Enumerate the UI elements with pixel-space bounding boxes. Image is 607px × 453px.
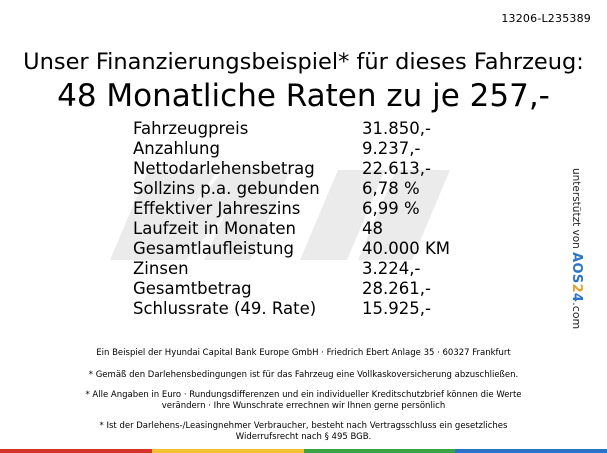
finance-row: Schlussrate (49. Rate) 15.925,- [133,299,450,319]
finance-row: Anzahlung 9.237,- [133,139,450,159]
finance-row-label: Gesamtlaufleistung [133,239,294,258]
finance-row-value: 15.925,- [362,299,431,318]
finance-row-label: Anzahlung [133,139,220,158]
finance-row-value: 6,78 % [362,179,420,198]
finance-row-label: Sollzins p.a. gebunden [133,179,320,198]
color-bar-segment [0,449,152,453]
footnote-currency-cont: verändern · Ihre Wunschrate errechnen wi… [161,401,446,411]
finance-row: Laufzeit in Monaten 48 [133,219,450,239]
finance-row: Nettodarlehensbetrag 22.613,- [133,159,450,179]
finance-row-value: 9.237,- [362,139,421,158]
finance-row-value: 28.261,- [362,279,431,298]
finance-row: Zinsen 3.224,- [133,259,450,279]
finance-row-value: 48 [362,219,383,238]
color-bar-segment [455,449,607,453]
finance-row: Gesamtlaufleistung 40.000 KM [133,239,450,259]
finance-table: Fahrzeugpreis 31.850,- Anzahlung 9.237,- Net… [133,119,450,319]
brand-watermark-logo [110,170,450,260]
color-bar-segment [151,449,304,453]
finance-row-label: Zinsen [133,259,189,278]
finance-row-label: Nettodarlehensbetrag [133,159,315,178]
finance-row-value: 22.613,- [362,159,431,178]
footnote-withdrawal: * Ist der Darlehens-/Leasingnehmer Verbr… [99,420,508,431]
monthly-rate-headline: 48 Monatliche Raten zu je 257,- [57,78,550,114]
bank-info: Ein Beispiel der Hyundai Capital Bank Eu… [96,348,511,358]
finance-row-value: 31.850,- [362,119,431,138]
finance-row-label: Laufzeit in Monaten [133,219,296,238]
finance-row: Effektiver Jahreszins 6,99 % [133,199,450,219]
headline: Unser Finanzierungsbeispiel* für dieses … [23,49,584,75]
finance-row-label: Schlussrate (49. Rate) [133,299,317,318]
supported-by-label: unterstützt von [570,168,582,249]
color-bar [0,449,607,453]
reference-number: 13206-L235389 [501,12,591,25]
finance-row: Fahrzeugpreis 31.850,- [133,119,450,139]
color-bar-segment [303,449,456,453]
finance-row: Gesamtbetrag 28.261,- [133,279,450,299]
footnote-insurance: * Gemäß den Darlehensbedingungen ist für… [88,370,519,380]
finance-row-label: Effektiver Jahreszins [133,199,301,218]
finance-row-value: 3.224,- [362,259,421,278]
aos24-logo: AOS24 [569,252,584,303]
finance-row: Sollzins p.a. gebunden 6,78 % [133,179,450,199]
finance-row-value: 40.000 KM [362,239,451,258]
finance-row-label: Gesamtbetrag [133,279,252,298]
finance-row-label: Fahrzeugpreis [133,119,249,138]
aos24-domain: .com [570,302,583,330]
footnotes: * Gemäß den Darlehensbedingungen ist für… [30,370,577,444]
footnote-withdrawal-cont: Widerrufsrecht nach § 495 BGB. [235,432,372,442]
finance-row-value: 6,99 % [362,199,420,218]
footnote-currency: * Alle Angaben in Euro · Rundungsdiffere… [85,389,522,400]
